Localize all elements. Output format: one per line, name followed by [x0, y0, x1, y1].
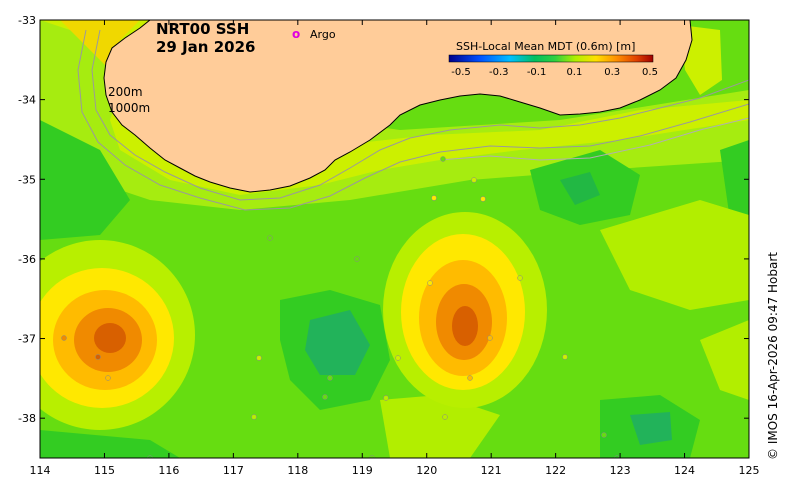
isobath-200m: [91, 29, 749, 201]
argo-float[interactable]: [517, 275, 523, 281]
argo-floats: [61, 156, 620, 461]
argo-float[interactable]: [440, 156, 446, 162]
east-ridge: [600, 200, 749, 310]
plot-frame: [39, 19, 750, 459]
y-tick-label: -34: [18, 94, 36, 107]
colorbar-tick-label: 0.3: [604, 67, 620, 78]
northwest-high: [60, 20, 140, 70]
argo-float[interactable]: [105, 375, 111, 381]
east-low-core: [560, 172, 600, 205]
map-field: 200m 1000m NRT00 SSH 29 Jan 2026 o Argo: [40, 20, 749, 461]
x-tick-label: 122: [545, 464, 566, 477]
x-tick-label: 120: [416, 464, 437, 477]
southeast-low-core: [630, 412, 672, 445]
argo-float[interactable]: [601, 432, 607, 438]
southwest-low: [40, 430, 180, 458]
x-tick-label: 114: [30, 464, 51, 477]
x-tick-label: 115: [94, 464, 115, 477]
colorbar: SSH-Local Mean MDT (0.6m) [m] -0.5 -0.3 -0…: [448, 40, 658, 78]
argo-float[interactable]: [480, 196, 486, 202]
far-east-low: [720, 140, 749, 230]
y-tick-label: -36: [18, 253, 36, 266]
argo-float[interactable]: [251, 414, 257, 420]
south-ridge: [380, 395, 500, 458]
x-tick-label: 125: [739, 464, 760, 477]
argo-float[interactable]: [614, 455, 620, 461]
y-axis: -33 -34 -35 -36 -37 -38: [18, 14, 749, 425]
land-mass: [103, 20, 693, 193]
colorbar-bar: [448, 54, 654, 63]
argo-legend-marker: o: [292, 27, 300, 41]
x-tick-label: 124: [674, 464, 695, 477]
argo-float[interactable]: [147, 455, 153, 461]
argo-float[interactable]: [327, 375, 333, 381]
argo-float[interactable]: [61, 335, 67, 341]
argo-float[interactable]: [322, 394, 328, 400]
x-tick-label: 119: [352, 464, 373, 477]
argo-float[interactable]: [431, 195, 437, 201]
colorbar-tick-labels: -0.5 -0.3 -0.1 0.1 0.3 0.5: [451, 67, 658, 78]
map-date: 29 Jan 2026: [156, 38, 255, 56]
argo-float[interactable]: [354, 256, 360, 262]
south-trough-core: [305, 310, 370, 375]
colorbar-title: SSH-Local Mean MDT (0.6m) [m]: [456, 40, 635, 53]
imos-credit: © IMOS 16-Apr-2026 09:47 Hobart: [766, 252, 780, 460]
y-tick-label: -33: [18, 14, 36, 27]
west-low-zone: [40, 120, 130, 240]
isobath-1000m: [77, 29, 749, 211]
x-axis: 114 115 116 117 118 119 120 121 122 123 124 125: [30, 20, 760, 477]
contour-label-200m: 200m: [108, 85, 143, 99]
argo-float[interactable]: [487, 335, 493, 341]
argo-float[interactable]: [256, 355, 262, 361]
argo-float[interactable]: [442, 414, 448, 420]
argo-float[interactable]: [467, 375, 473, 381]
colorbar-tick-label: -0.5: [451, 67, 471, 78]
east-ridge-south: [700, 320, 749, 400]
colorbar-tick-label: -0.3: [489, 67, 509, 78]
argo-float[interactable]: [395, 355, 401, 361]
central-eddy-core: [452, 306, 478, 346]
argo-float[interactable]: [471, 177, 477, 183]
isobath-deep: [439, 117, 749, 161]
colorbar-tick-label: -0.1: [527, 67, 547, 78]
argo-legend-label: Argo: [310, 28, 336, 41]
west-eddy-core: [94, 323, 126, 353]
argo-float[interactable]: [267, 235, 273, 241]
x-tick-label: 117: [223, 464, 244, 477]
x-tick-label: 123: [610, 464, 631, 477]
argo-float[interactable]: [383, 395, 389, 401]
y-tick-label: -37: [18, 333, 36, 346]
y-tick-label: -35: [18, 173, 36, 186]
map-title: NRT00 SSH: [156, 20, 249, 38]
x-tick-label: 118: [287, 464, 308, 477]
contour-label-1000m: 1000m: [108, 101, 150, 115]
argo-float[interactable]: [562, 354, 568, 360]
colorbar-tick-label: 0.1: [566, 67, 582, 78]
argo-float[interactable]: [369, 455, 375, 461]
x-tick-label: 116: [158, 464, 179, 477]
y-tick-label: -38: [18, 412, 36, 425]
argo-float[interactable]: [95, 354, 101, 360]
argo-float[interactable]: [427, 280, 433, 286]
colorbar-tick-label: 0.5: [642, 67, 658, 78]
x-tick-label: 121: [481, 464, 502, 477]
